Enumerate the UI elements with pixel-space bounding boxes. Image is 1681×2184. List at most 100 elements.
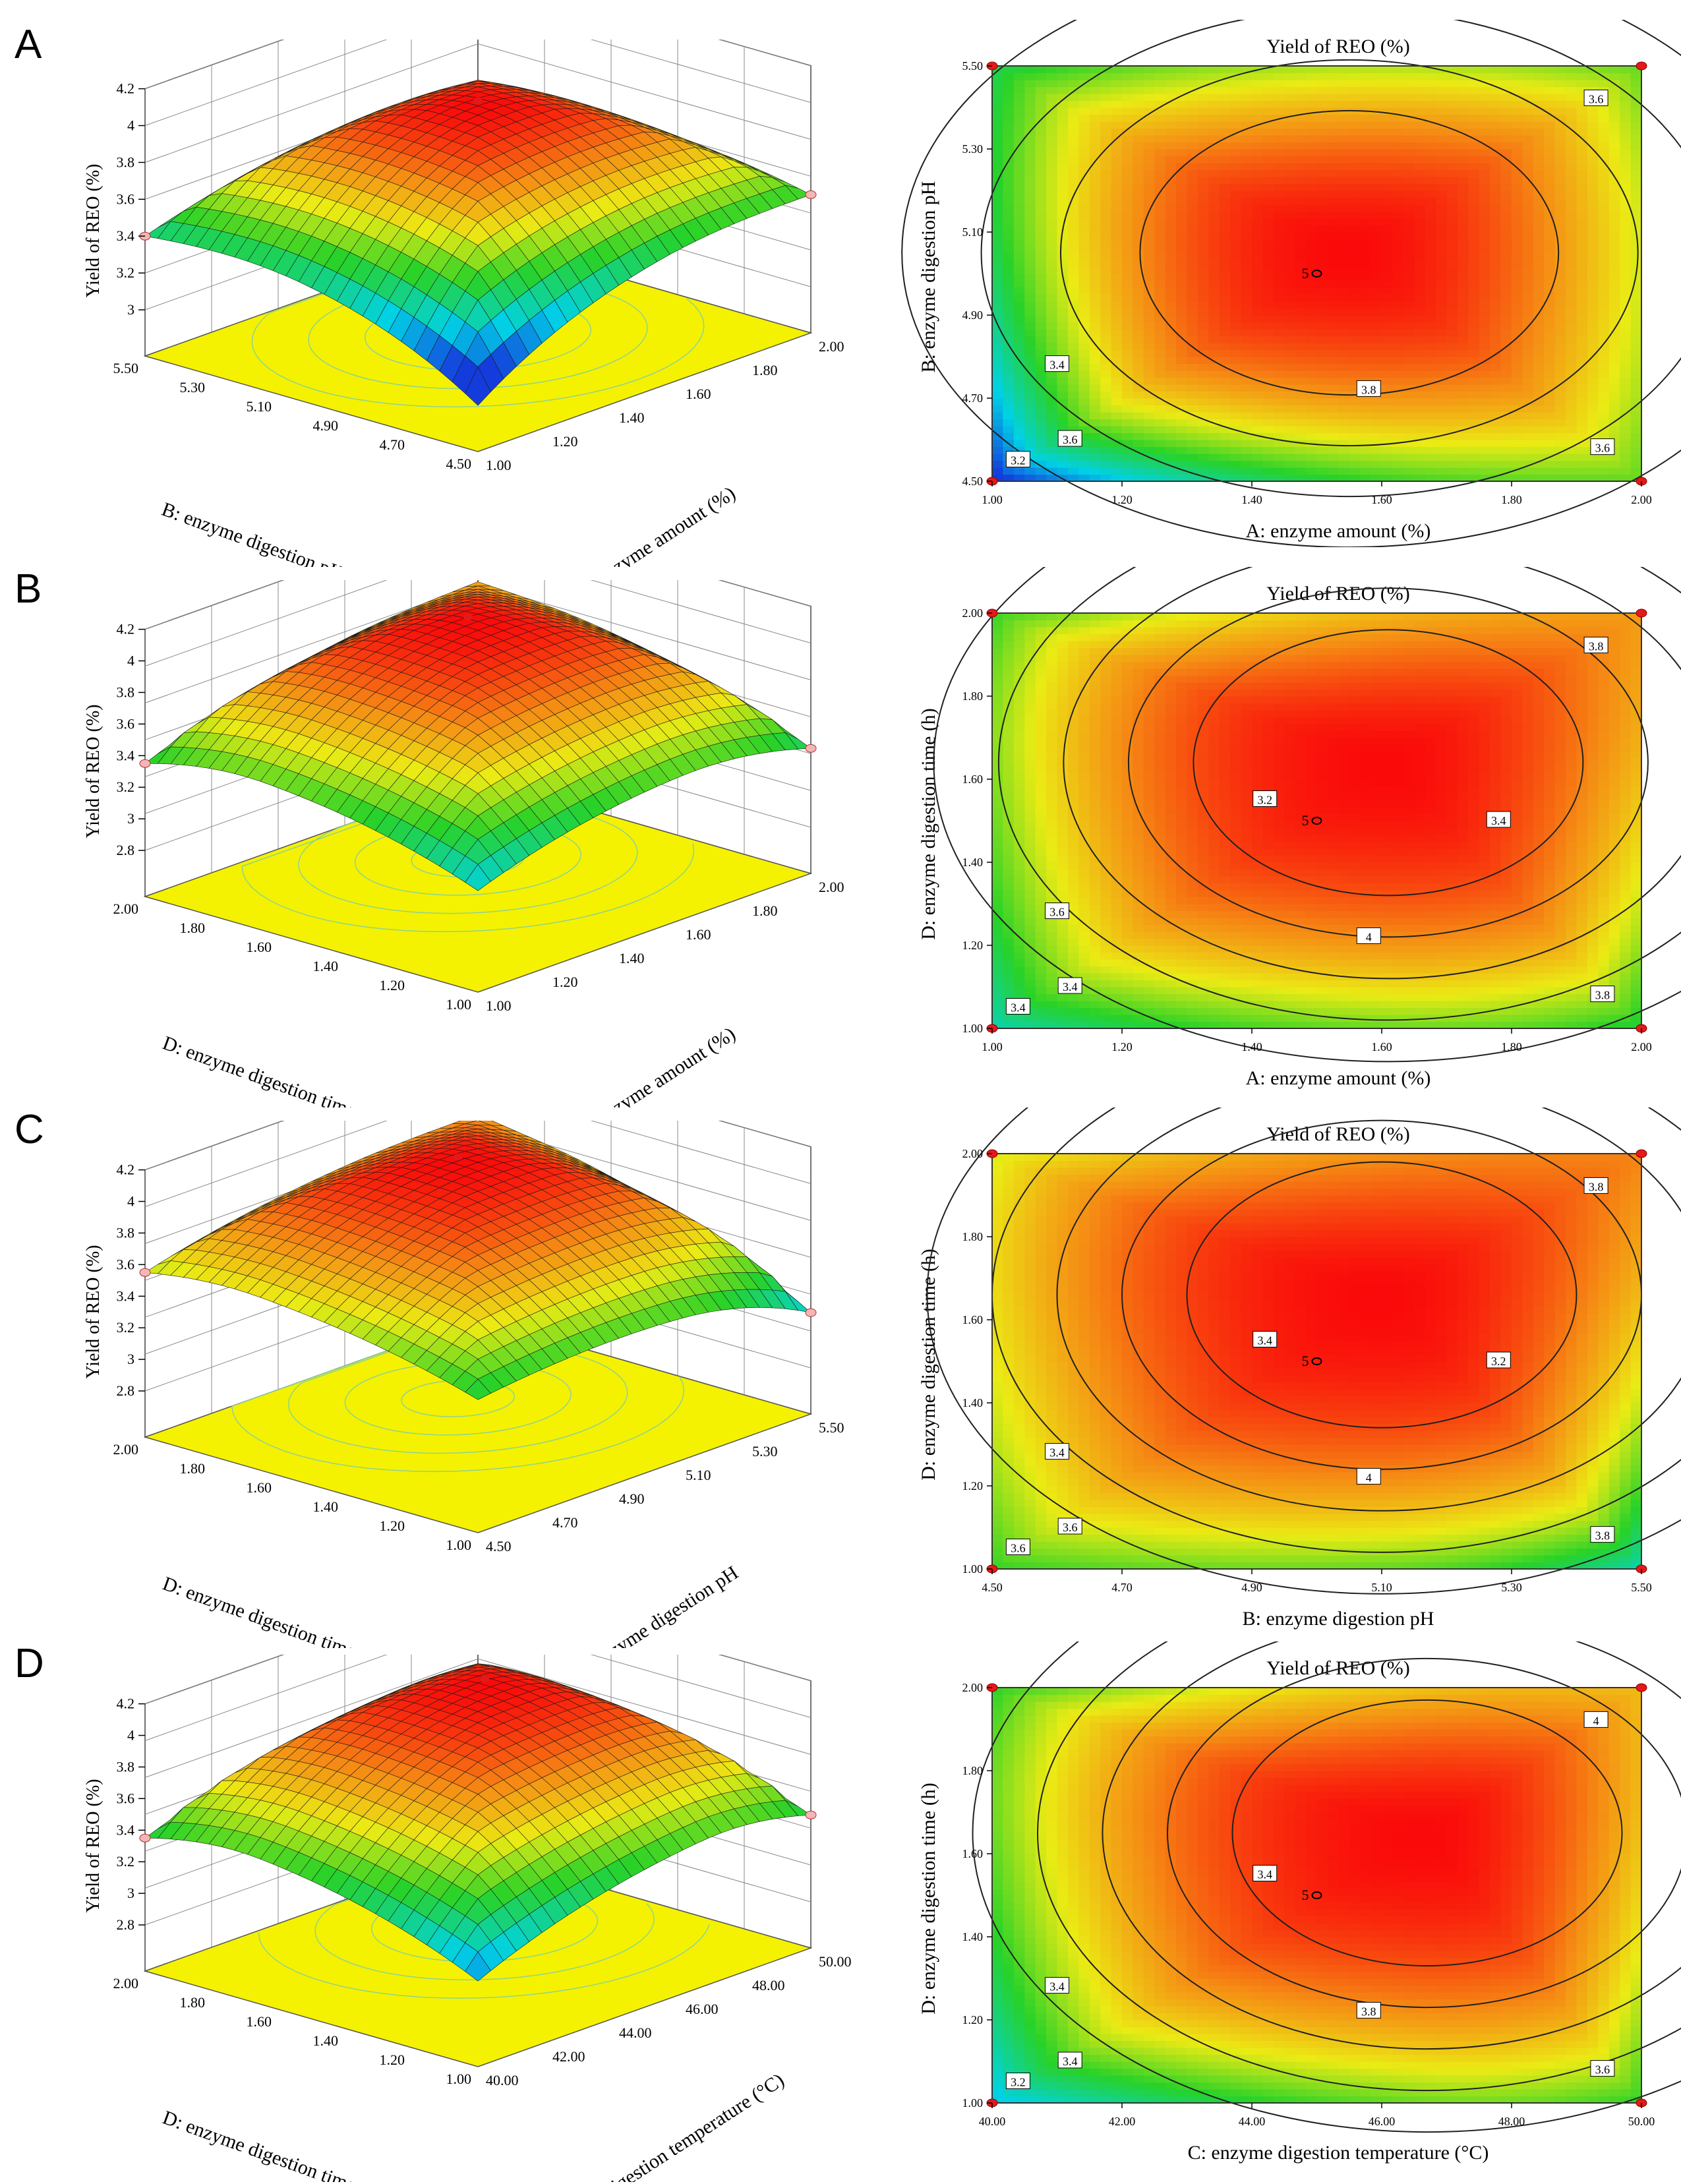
heatmap-cell — [1566, 294, 1578, 302]
heatmap-cell — [1490, 204, 1502, 212]
heatmap-cell — [1143, 204, 1155, 212]
heatmap-cell — [1403, 266, 1415, 274]
heatmap-cell — [1306, 204, 1318, 212]
heatmap-cell — [1013, 225, 1025, 233]
heatmap-cell — [1295, 86, 1307, 94]
heatmap-cell — [1284, 349, 1296, 357]
heatmap-cell — [1468, 398, 1480, 406]
heatmap-cell — [1512, 370, 1523, 378]
heatmap-cell — [1338, 363, 1350, 371]
heatmap-cell — [1100, 163, 1112, 171]
heatmap-cell — [1327, 94, 1339, 102]
heatmap-cell — [1382, 322, 1393, 330]
heatmap-cell — [1273, 308, 1285, 316]
heatmap-cell — [1252, 191, 1263, 198]
heatmap-cell — [1273, 412, 1285, 420]
heatmap-cell — [1382, 86, 1393, 94]
heatmap-cell — [1338, 169, 1350, 177]
heatmap-cell — [1414, 266, 1426, 274]
heatmap-cell — [1122, 80, 1133, 88]
heatmap-cell — [1457, 246, 1469, 254]
heatmap-cell — [1013, 315, 1025, 323]
heatmap-cell — [1316, 343, 1328, 351]
heatmap-cell — [1057, 280, 1069, 288]
heatmap-cell — [1100, 149, 1112, 157]
heatmap-cell — [1360, 412, 1372, 420]
heatmap-cell — [1533, 252, 1545, 260]
heatmap-cell — [1349, 225, 1361, 233]
heatmap-cell — [1457, 370, 1469, 378]
heatmap-cell — [1219, 239, 1231, 247]
heatmap-cell — [1262, 287, 1274, 295]
heatmap-cell — [1111, 474, 1123, 482]
heatmap-cell — [1013, 107, 1025, 115]
heatmap-cell — [1100, 398, 1112, 406]
heatmap-cell — [1360, 294, 1372, 302]
heatmap-cell — [1154, 384, 1166, 392]
heatmap-cell — [1338, 183, 1350, 191]
heatmap-cell — [992, 349, 1003, 357]
heatmap-cell — [1295, 363, 1307, 371]
heatmap-cell — [1316, 454, 1328, 461]
heatmap-cell — [1306, 183, 1318, 191]
heatmap-cell — [1089, 432, 1101, 440]
heatmap-cell — [1230, 107, 1242, 115]
heatmap-cell — [1544, 432, 1556, 440]
heatmap-cell — [1035, 128, 1047, 136]
heatmap-cell — [1035, 260, 1047, 268]
heatmap-cell — [1598, 114, 1610, 122]
heatmap-cell — [1608, 287, 1620, 295]
heatmap-cell — [1187, 474, 1198, 482]
heatmap-cell — [1165, 315, 1177, 323]
heatmap-cell — [1057, 391, 1069, 399]
heatmap-cell — [1133, 398, 1144, 406]
heatmap-cell — [1316, 294, 1328, 302]
heatmap-cell — [1327, 128, 1339, 136]
heatmap-cell — [1133, 280, 1144, 288]
heatmap-cell — [1490, 177, 1502, 185]
heatmap-cell — [1284, 266, 1296, 274]
heatmap-cell — [1078, 163, 1090, 171]
heatmap-cell — [1046, 336, 1058, 343]
heatmap-cell — [1230, 405, 1242, 413]
heatmap-cell — [1208, 73, 1220, 80]
heatmap-cell — [1003, 391, 1015, 399]
heatmap-cell — [1479, 266, 1490, 274]
heatmap-cell — [1295, 370, 1307, 378]
heatmap-cell — [1219, 204, 1231, 212]
heatmap-cell — [1089, 322, 1101, 330]
heatmap-cell — [1576, 121, 1588, 129]
heatmap-cell — [1468, 266, 1480, 274]
heatmap-cell — [1230, 191, 1242, 198]
heatmap-cell — [1544, 336, 1556, 343]
heatmap-cell — [1133, 474, 1144, 482]
heatmap-cell — [1533, 357, 1545, 365]
heatmap-cell — [1252, 274, 1263, 281]
heatmap-cell — [1143, 370, 1155, 378]
heatmap-cell — [1382, 156, 1393, 163]
heatmap-cell — [1252, 114, 1263, 122]
heatmap-cell — [1089, 391, 1101, 399]
heatmap-cell — [1576, 329, 1588, 337]
heatmap-cell — [1046, 440, 1058, 448]
heatmap-cell — [1176, 114, 1188, 122]
heatmap-cell — [1187, 225, 1198, 233]
heatmap-cell — [1057, 412, 1069, 420]
heatmap-cell — [1176, 107, 1188, 115]
heatmap-cell — [1154, 142, 1166, 150]
heatmap-cell — [1566, 197, 1578, 205]
heatmap-cell — [1587, 239, 1599, 247]
heatmap-cell — [1598, 363, 1610, 371]
heatmap-cell — [1046, 343, 1058, 351]
heatmap-cell — [1490, 398, 1502, 406]
heatmap-cell — [1576, 301, 1588, 309]
heatmap-cell — [1576, 474, 1588, 482]
heatmap-cell — [1522, 398, 1534, 406]
heatmap-cell — [1067, 370, 1079, 378]
heatmap-cell — [1262, 260, 1274, 268]
heatmap-cell — [1262, 246, 1274, 254]
heatmap-cell — [1349, 308, 1361, 316]
heatmap-cell — [1316, 204, 1328, 212]
heatmap-cell — [1403, 66, 1415, 74]
heatmap-cell — [1208, 274, 1220, 281]
